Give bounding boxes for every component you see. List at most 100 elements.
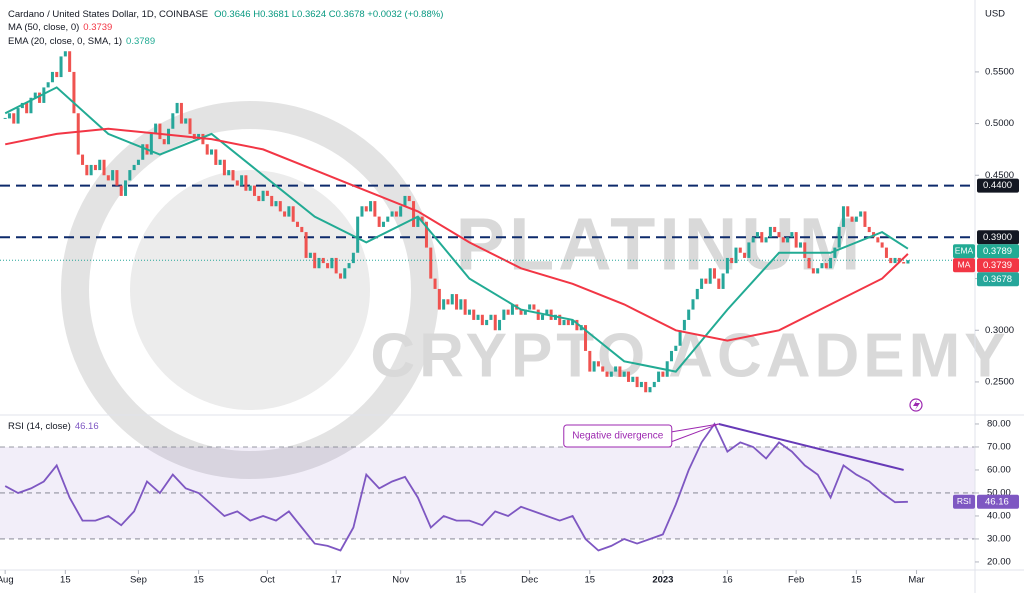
candle <box>85 164 89 176</box>
candle <box>807 257 811 269</box>
alert-icon[interactable] <box>909 398 923 412</box>
candle <box>480 314 484 326</box>
candle <box>63 51 67 57</box>
candle <box>278 201 282 212</box>
chart-header: Cardano / United States Dollar, 1D, COIN… <box>8 9 443 20</box>
candle <box>463 299 467 315</box>
candle <box>601 366 605 372</box>
candle <box>489 314 493 320</box>
candle <box>231 170 235 181</box>
candle <box>76 113 80 155</box>
candle <box>162 139 166 145</box>
candle <box>261 190 265 202</box>
candle <box>523 309 527 315</box>
x-tick-label: Feb <box>788 575 804 586</box>
candle <box>412 201 416 227</box>
x-tick-label: Sep <box>130 575 147 586</box>
candle <box>321 257 325 264</box>
candle <box>313 252 317 269</box>
candle <box>442 299 446 310</box>
candle <box>274 201 278 207</box>
candle <box>59 56 63 78</box>
y-tick-label: 20.00 <box>987 556 1011 567</box>
candle <box>502 309 506 320</box>
candle <box>824 263 828 269</box>
candle <box>467 309 471 315</box>
candle <box>106 175 110 181</box>
candle <box>205 144 209 155</box>
watermark-logo <box>61 101 439 479</box>
candle <box>712 268 716 279</box>
candle <box>682 319 686 331</box>
candle <box>407 195 411 202</box>
candle <box>571 319 575 326</box>
x-tick-label: Nov <box>392 575 409 586</box>
candle <box>317 257 321 269</box>
y-tick-label: 0.5500 <box>985 66 1014 77</box>
indicator-tag <box>953 494 975 509</box>
candle <box>833 247 837 258</box>
candle <box>244 175 248 191</box>
candle <box>906 260 910 264</box>
candle <box>25 102 29 114</box>
candle <box>876 237 880 243</box>
candle <box>476 314 480 320</box>
watermark-text: PLATINUM <box>456 203 865 286</box>
candle <box>197 133 201 140</box>
candle <box>459 299 463 310</box>
candle <box>493 314 497 331</box>
price-tag-label: 0.3789 <box>983 246 1012 257</box>
alert-icon-bolt <box>913 400 920 410</box>
price-tag <box>977 272 1019 287</box>
candle <box>734 247 738 264</box>
candle <box>721 273 725 289</box>
annotation-text: Negative divergence <box>572 431 664 442</box>
price-tag-label: 0.3678 <box>983 274 1012 285</box>
indicator-tag <box>953 244 975 259</box>
candle <box>46 82 50 88</box>
candle <box>854 216 858 222</box>
value-tag <box>977 494 1019 509</box>
candle <box>115 170 119 186</box>
rsi-title: RSI (14, close) <box>8 421 71 432</box>
indicator-line <box>5 127 909 342</box>
candle <box>837 226 841 248</box>
candle <box>863 211 867 227</box>
candle <box>429 247 433 279</box>
candle <box>257 195 261 202</box>
candle <box>326 263 330 269</box>
candle <box>81 154 85 165</box>
indicator-legend: EMA (20, close, 0, SMA, 1) 0.3789 <box>8 36 155 47</box>
y-tick-label: 50.00 <box>987 487 1011 498</box>
candle <box>364 206 368 212</box>
x-tick-label: Dec <box>521 575 538 586</box>
candle <box>55 71 59 78</box>
candle <box>635 376 639 388</box>
candle <box>252 185 257 196</box>
candle <box>717 278 721 289</box>
candle <box>403 195 407 207</box>
candle <box>506 309 510 315</box>
candle <box>485 319 489 326</box>
candle <box>584 325 588 351</box>
candle <box>424 221 428 248</box>
candle <box>300 226 304 233</box>
candle <box>609 371 613 377</box>
candle <box>248 185 252 191</box>
y-tick-label: 40.00 <box>987 510 1011 521</box>
candle <box>171 113 175 129</box>
candle <box>175 102 179 114</box>
x-tick-label: 2023 <box>652 575 673 586</box>
candle <box>214 149 218 165</box>
candle <box>841 206 845 227</box>
candle <box>730 257 734 264</box>
candle <box>528 304 532 310</box>
candle <box>786 237 790 243</box>
candle <box>618 366 622 377</box>
candle <box>33 92 37 98</box>
candle <box>902 262 906 264</box>
y-tick-label: 80.00 <box>987 418 1011 429</box>
candle <box>222 159 226 176</box>
